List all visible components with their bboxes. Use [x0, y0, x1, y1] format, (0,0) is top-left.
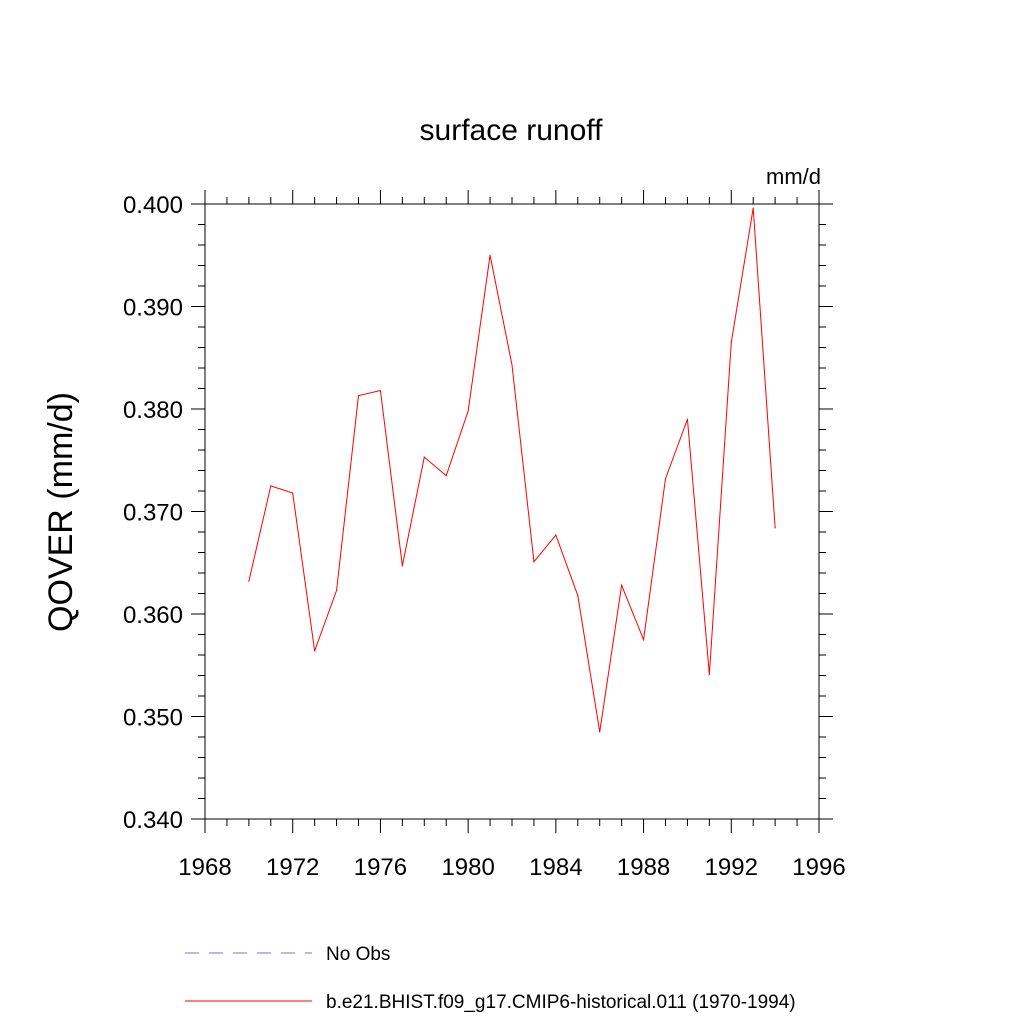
- y-tick-label: 0.360: [123, 602, 183, 629]
- data-point: [686, 418, 689, 420]
- y-tick-label: 0.390: [123, 295, 183, 322]
- data-point: [752, 207, 754, 209]
- data-point: [489, 254, 491, 256]
- y-axis-label: QOVER (mm/d): [42, 392, 80, 632]
- data-point: [708, 673, 710, 676]
- y-tick-labels: 0.340 0.350 0.360 0.370 0.380 0.390 0.400: [123, 192, 183, 834]
- data-point: [621, 584, 623, 586]
- data-point: [555, 534, 557, 536]
- major-ticks: [191, 190, 833, 833]
- data-point: [599, 731, 601, 733]
- data-point: [270, 485, 272, 487]
- y-tick-label: 0.400: [123, 192, 183, 219]
- data-point: [292, 492, 294, 494]
- x-tick-labels: 1968 1972 1976 1980 1984 1988 1992 1996: [178, 854, 845, 881]
- x-tick-label: 1996: [792, 854, 845, 881]
- legend-label-2: b.e21.BHIST.f09_g17.CMIP6-historical.011…: [326, 992, 796, 1013]
- x-tick-label: 1968: [178, 854, 231, 881]
- data-point: [423, 456, 425, 458]
- x-tick-label: 1976: [354, 854, 407, 881]
- units-label: mm/d: [766, 164, 821, 189]
- data-point: [664, 478, 667, 480]
- chart-title: surface runoff: [420, 114, 604, 147]
- minor-ticks: [198, 197, 826, 826]
- series-line-2: [248, 208, 776, 732]
- data-point: [642, 639, 645, 641]
- data-point: [357, 395, 360, 397]
- data-point: [248, 580, 250, 582]
- data-point: [314, 650, 316, 652]
- plot-frame: [204, 203, 820, 820]
- data-point: [533, 561, 535, 563]
- x-tick-label: 1972: [266, 854, 319, 881]
- y-tick-label: 0.380: [123, 397, 183, 424]
- data-point: [401, 565, 403, 567]
- legend-label-1: No Obs: [326, 944, 390, 965]
- x-tick-label: 1980: [441, 854, 494, 881]
- y-tick-label: 0.350: [123, 705, 183, 732]
- data-point: [335, 589, 338, 592]
- data-point: [730, 341, 732, 343]
- data-point: [577, 594, 579, 597]
- y-tick-label: 0.370: [123, 500, 183, 527]
- x-tick-label: 1988: [617, 854, 670, 881]
- legend: No Obs b.e21.BHIST.f09_g17.CMIP6-historic…: [185, 944, 796, 1013]
- data-point: [445, 475, 447, 477]
- data-point: [467, 410, 469, 412]
- data-point: [511, 364, 513, 366]
- data-point: [379, 389, 382, 392]
- series-layer: [248, 207, 776, 733]
- data-point: [774, 527, 776, 529]
- y-tick-label: 0.340: [123, 807, 183, 834]
- x-tick-label: 1992: [705, 854, 758, 881]
- x-tick-label: 1984: [529, 854, 582, 881]
